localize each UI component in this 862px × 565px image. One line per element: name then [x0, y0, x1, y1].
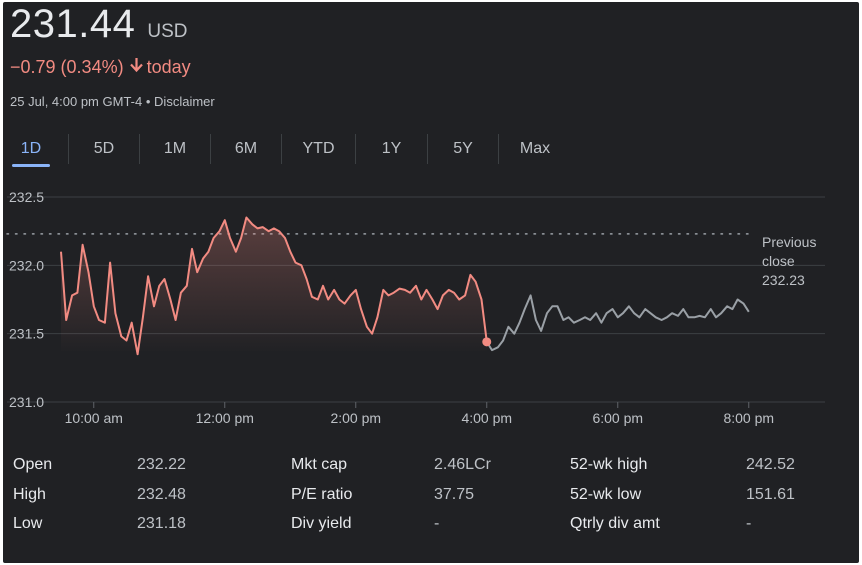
tab-divider [210, 134, 211, 164]
meta-separator: • [145, 94, 151, 109]
stat-label: 52-wk high [570, 456, 648, 473]
last-price-marker [482, 337, 492, 347]
stat-value: 2.46LCr [434, 456, 491, 473]
price-change: −0.79 (0.34%) [10, 57, 124, 77]
price-series [60, 216, 750, 356]
quote-meta: 25 Jul, 4:00 pm GMT-4 • Disclaimer [10, 94, 215, 109]
previous-close-label-line: close [762, 253, 795, 269]
tab-ytd[interactable]: YTD [302, 140, 335, 157]
change-period: today [146, 57, 191, 77]
stat-label: Low [13, 515, 43, 532]
regular-session-area [61, 217, 487, 355]
tab-1y[interactable]: 1Y [381, 140, 402, 157]
stat-label: Open [13, 456, 53, 473]
tab-5y[interactable]: 5Y [453, 140, 473, 157]
x-tick-label: 6:00 pm [592, 410, 643, 426]
tab-divider [139, 134, 140, 164]
currency-label: USD [147, 21, 188, 42]
stock-quote-card: 231.44 USD −0.79 (0.34%) today 25 Jul, 4… [3, 2, 859, 563]
tab-5d[interactable]: 5D [93, 140, 115, 157]
stat-value: 232.48 [137, 485, 186, 503]
x-axis: 10:00 am 12:00 pm 2:00 pm 4:00 pm 6:00 pm 8:0… [65, 402, 774, 426]
stat-52wk-high: 52-wk high 242.52 [570, 456, 840, 486]
arrow-down-icon [129, 57, 143, 78]
x-tick-label: 10:00 am [65, 410, 123, 426]
regular-session-line [60, 216, 488, 356]
tab-divider [355, 134, 356, 164]
x-tick-label: 8:00 pm [723, 410, 774, 426]
stat-value: - [746, 515, 752, 532]
stat-mkt-cap: Mkt cap 2.46LCr [291, 456, 551, 486]
stats-column-3: 52-wk high 242.52 52-wk low 151.61 Qtrly… [570, 456, 840, 545]
tab-1m[interactable]: 1M [163, 140, 187, 157]
x-tick-label: 12:00 pm [196, 410, 254, 426]
stat-low: Low 231.18 [13, 515, 263, 545]
x-tick-label: 4:00 pm [461, 410, 512, 426]
y-tick-label: 232.0 [9, 257, 44, 273]
tab-6m[interactable]: 6M [234, 140, 258, 157]
stat-qtrly-div: Qtrly div amt - [570, 515, 840, 545]
price-chart[interactable]: 232.5 232.0 231.5 231.0 10:00 am 12:00 pm 2:0… [3, 2, 859, 442]
stat-high: High 232.48 [13, 486, 263, 516]
stat-label: P/E ratio [291, 485, 353, 503]
stat-value: 242.52 [746, 456, 795, 473]
price-change-row: −0.79 (0.34%) today [10, 57, 191, 78]
stat-label: Mkt cap [291, 456, 348, 473]
tab-divider [68, 134, 69, 164]
stat-value: - [434, 515, 440, 532]
quote-timestamp: 25 Jul, 4:00 pm GMT-4 [10, 94, 143, 109]
stat-label: Qtrly div amt [570, 515, 660, 532]
price-row: 231.44 USD [10, 2, 187, 54]
tab-divider [281, 134, 282, 164]
y-tick-label: 231.5 [9, 326, 44, 342]
stat-div-yield: Div yield - [291, 515, 551, 545]
previous-close-label: Previous close 232.23 [762, 234, 816, 288]
stat-value: 232.22 [137, 456, 186, 473]
stats-column-1: Open 232.22 High 232.48 Low 231.18 [13, 456, 263, 545]
range-tabs: 1D 5D 1M 6M YTD 1Y 5Y Max [8, 134, 571, 168]
disclaimer-link[interactable]: Disclaimer [154, 94, 215, 109]
x-tick-label: 2:00 pm [330, 410, 381, 426]
tab-divider [498, 134, 499, 164]
stat-value: 231.18 [137, 515, 186, 532]
previous-close-label-line: Previous [762, 234, 816, 250]
stat-value: 151.61 [746, 485, 795, 503]
stat-value: 37.75 [434, 485, 475, 503]
y-tick-label: 231.0 [9, 394, 44, 410]
stat-label: High [13, 485, 46, 503]
stat-pe-ratio: P/E ratio 37.75 [291, 486, 551, 516]
y-tick-label: 232.5 [9, 189, 44, 205]
current-price: 231.44 [10, 2, 136, 46]
stat-52wk-low: 52-wk low 151.61 [570, 486, 840, 516]
previous-close-label-line: 232.23 [762, 272, 805, 288]
stat-label: 52-wk low [570, 485, 642, 503]
after-hours-line [485, 294, 750, 352]
stat-open: Open 232.22 [13, 456, 263, 486]
stat-label: Div yield [291, 515, 352, 532]
stats-column-2: Mkt cap 2.46LCr P/E ratio 37.75 Div yiel… [291, 456, 551, 545]
tab-max[interactable]: Max [519, 140, 551, 157]
tab-1d[interactable]: 1D [8, 134, 54, 167]
y-axis-labels: 232.5 232.0 231.5 231.0 [9, 189, 44, 410]
tab-divider [427, 134, 428, 164]
